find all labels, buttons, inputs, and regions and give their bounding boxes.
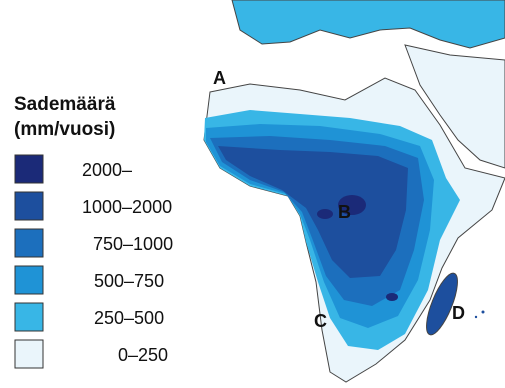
zone-1000-2000 (218, 146, 408, 278)
marker-label: A (213, 68, 226, 88)
legend-label: 0–250 (118, 345, 168, 365)
marker-label: B (338, 202, 351, 222)
legend-swatch (14, 265, 44, 295)
legend-unit: (mm/vuosi) (14, 119, 115, 140)
legend-label: 500–750 (94, 271, 164, 291)
zone-2000 (317, 209, 333, 219)
island (474, 315, 478, 319)
rainfall-zones (204, 110, 460, 350)
legend-title: Sademäärä (14, 94, 116, 115)
marker-label: C (314, 311, 327, 331)
legend-label: 750–1000 (93, 234, 173, 254)
zone-2000 (338, 195, 366, 215)
marker-label: D (452, 303, 465, 323)
arabia (404, 44, 505, 169)
europe (231, 0, 505, 49)
legend-swatch (14, 154, 44, 184)
zone-2000 (386, 293, 398, 301)
legend-swatch (14, 191, 44, 221)
legend-label: 1000–2000 (82, 197, 172, 217)
madagascar (426, 272, 458, 336)
legend-swatch (14, 302, 44, 332)
legend-swatch (14, 339, 44, 369)
legend-swatch (14, 228, 44, 258)
legend-label: 250–500 (94, 308, 164, 328)
island (481, 310, 485, 314)
legend: 2000– 1000–2000 750–1000 500–750 250–500 0–25… (14, 154, 173, 369)
legend-label: 2000– (82, 160, 132, 180)
